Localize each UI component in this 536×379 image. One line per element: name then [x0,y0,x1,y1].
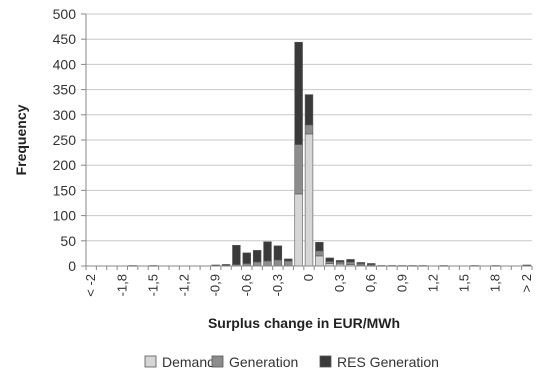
x-tick-label: 0,3 [332,274,347,292]
bar-segment-res-generation [232,245,241,265]
y-tick-label: 150 [53,182,77,198]
legend-label: Generation [229,354,298,370]
legend-label: RES Generation [337,354,439,370]
x-tick-label: -1,8 [114,274,129,296]
bar-segment-res-generation [346,259,355,263]
y-tick-label: 500 [53,6,77,22]
bar-segment-generation [315,250,324,257]
y-tick-label: 250 [53,132,77,148]
y-tick-label: 350 [53,82,77,98]
x-tick-label: > 2 [519,274,534,292]
bar-segment-generation [273,259,283,267]
x-tick-label: 0 [301,274,316,281]
legend-swatch [211,355,224,368]
bar-segment-generation [325,261,334,264]
bar-segment-generation [252,261,262,267]
bar-segment-demand [304,133,314,267]
x-tick-label: -0,3 [270,274,285,296]
x-tick-label: 1,2 [425,274,440,292]
y-axis-title: Frequency [13,104,29,175]
bar-segment-demand [315,255,324,267]
legend: Demand Generation RES Generation [144,354,439,370]
bar-segment-res-generation [304,94,314,126]
bar-segment-res-generation [273,245,283,261]
x-tick-label: 0,9 [394,274,409,292]
legend-swatch [144,355,157,368]
bar-segment-res-generation [367,263,376,265]
bar-segment-res-generation [356,262,366,264]
bar-segment-res-generation [252,250,262,263]
bar-segment-generation [284,260,293,267]
bar-segment-res-generation [284,258,293,262]
bar-segment-generation [263,260,272,267]
bar-segment-res-generation [263,241,272,262]
y-tick-label: 50 [60,233,76,249]
bars [128,41,532,267]
bar-segment-demand [294,193,303,267]
y-tick-label: 450 [53,31,77,47]
x-tick-label: -1,5 [145,274,160,296]
bar-segment-generation [335,261,345,265]
legend-label: Demand [162,354,215,370]
bar-segment-generation [304,124,314,135]
y-tick-label: 300 [53,107,77,123]
axes [81,13,533,270]
y-tick-labels: 0 50 100 150 200 250 300 350 400 450 500 [53,6,77,274]
bar-segment-generation [294,144,303,195]
x-tick-labels: < -2 -1,8 -1,5 -1,2 -0,9 -0,6 -0,3 0 0,3 0,6 0,9 1,… [83,274,534,297]
x-tick-label: 1,5 [457,274,472,292]
bar-segment-res-generation [325,257,334,262]
legend-swatch [319,355,332,368]
x-tick-label: 0,6 [363,274,378,292]
bar-segment-res-generation [242,252,251,264]
bar-segment-res-generation [315,242,324,252]
x-tick-label: 1,8 [488,274,503,292]
y-tick-label: 0 [68,258,76,274]
y-tick-label: 400 [53,56,77,72]
x-tick-label: < -2 [83,274,98,297]
y-tick-label: 200 [53,157,77,173]
bar-segment-generation [346,261,355,265]
bar-segment-res-generation [335,260,345,263]
bar-segment-res-generation [294,41,303,145]
y-tick-label: 100 [53,208,77,224]
x-tick-label: -0,9 [208,274,223,296]
x-axis-title: Surplus change in EUR/MWh [208,315,400,331]
x-tick-label: -1,2 [177,274,192,296]
x-tick-label: -0,6 [239,274,254,296]
